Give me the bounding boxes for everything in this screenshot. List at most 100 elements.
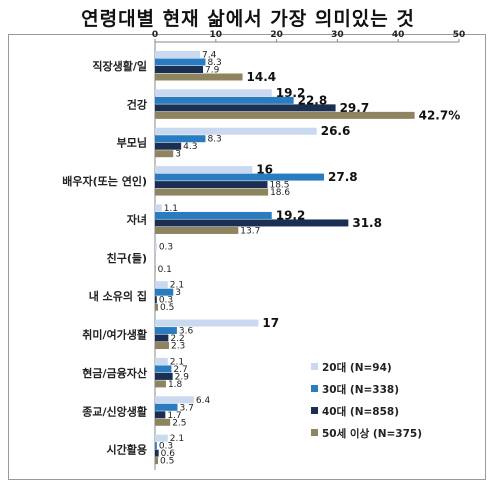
category-label: 직장생활/일 [92,59,147,73]
data-label: 18.6 [270,188,290,198]
category-label: 자녀 [127,212,147,226]
bar [155,334,169,342]
data-label: 8.3 [207,135,221,145]
data-label: 0.3 [159,296,173,306]
data-label: 0.5 [160,303,174,313]
legend-entry: 20대 (N=94) [322,361,392,374]
bar [155,111,415,119]
data-label: 2.3 [171,342,185,352]
bar [155,104,336,112]
bar [155,372,173,380]
data-label: 27.8 [328,170,358,184]
bar [155,96,294,104]
data-label: 18.5 [269,181,289,191]
data-label: 19.2 [276,208,306,222]
data-label: 26.6 [321,124,351,138]
data-label: 6.4 [196,396,211,406]
bar [155,173,325,181]
bar [155,303,159,311]
category-label: 현금/금융자산 [82,366,147,380]
legend-swatch [311,363,318,370]
data-label: 2.1 [170,357,184,367]
data-label: 0.3 [159,242,173,252]
data-label: 14.4 [247,70,277,84]
bar [155,226,239,234]
category-label: 종교/신앙생활 [82,404,147,418]
data-label: 0.3 [159,442,173,452]
bar [155,281,168,289]
data-label: 8.3 [207,58,221,68]
data-label: 19.2 [276,86,306,100]
bar [155,204,162,212]
bar [155,357,168,365]
x-tick-label: 30 [331,30,344,40]
data-label: 0.1 [158,265,172,275]
bar [155,442,157,450]
category-label: 내 소유의 집 [89,289,147,303]
data-label: 2.9 [175,372,190,382]
data-label: 2.5 [172,418,186,428]
legend-entry: 30대 (N=338) [322,383,399,396]
bar [155,418,171,426]
data-label: 2.1 [170,434,184,444]
data-label: 17 [262,316,279,330]
chart-title: 연령대별 현재 삶에서 가장 의미있는 것 [81,8,415,30]
chart-frame [8,34,486,480]
data-label: 0.5 [160,457,174,467]
data-label: 1.7 [167,411,181,421]
category-label: 친구(들) [107,251,147,265]
bar [155,288,174,296]
bar [155,135,206,143]
bar [155,51,200,58]
legend-entry: 40대 (N=858) [322,405,399,418]
data-label: 31.8 [352,216,382,230]
bar [155,89,272,97]
bar [155,365,172,373]
bar [155,403,178,411]
data-label: 1.1 [164,204,178,214]
bar [155,142,182,150]
bar [155,434,168,442]
legend-entry: 50세 이상 (N=375) [322,427,422,440]
category-label: 시간활용 [107,443,147,457]
bar [155,181,268,189]
bar [155,150,174,158]
data-label: 3.6 [179,327,194,337]
bar [155,342,169,350]
data-label: 3 [175,288,181,298]
bar [155,396,194,404]
bar [155,242,157,250]
data-label: 7.4 [202,51,217,61]
bar [155,127,317,135]
x-tick-label: 20 [270,30,283,40]
bar [155,457,159,465]
bar [155,265,156,273]
bar [155,380,166,388]
data-label: 13.7 [240,226,260,236]
bar [155,66,204,73]
bar [155,58,206,66]
bar [155,73,243,81]
bar [155,327,177,335]
category-label: 배우자(또는 연인) [62,174,147,188]
bar [155,211,272,219]
bar [155,188,269,196]
category-label: 취미/여가생활 [82,328,147,342]
bar [155,449,159,457]
legend-swatch [311,385,318,392]
legend-swatch [311,429,318,436]
bar [155,319,259,327]
x-tick-label: 50 [453,30,466,40]
bar [155,411,166,419]
data-label: 22.8 [298,93,328,107]
data-label: 16 [256,163,273,177]
data-label: 1.8 [168,380,183,390]
x-tick-label: 40 [392,30,405,40]
legend-swatch [311,407,318,414]
x-tick-label: 10 [210,30,223,40]
data-label: 42.7% [419,108,461,122]
bar [155,166,253,174]
bar [155,219,349,227]
data-label: 2.2 [170,334,184,344]
